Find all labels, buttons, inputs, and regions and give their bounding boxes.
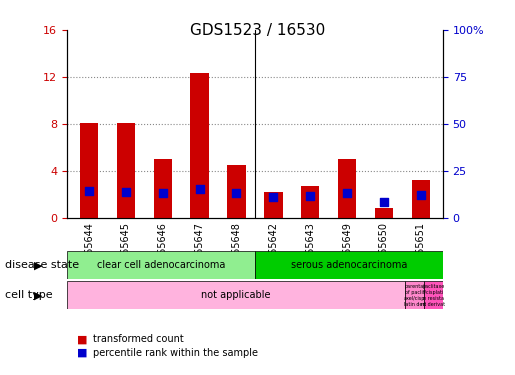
Text: parental
of paclit
axel/cisp
latin deri: parental of paclit axel/cisp latin deri — [404, 284, 426, 306]
Bar — [153, 159, 172, 218]
Text: ■: ■ — [77, 334, 88, 344]
Point — [85, 188, 93, 194]
Bar — [338, 159, 356, 218]
Point — [232, 190, 241, 196]
Point — [417, 192, 425, 198]
Text: GDS1523 / 16530: GDS1523 / 16530 — [190, 22, 325, 38]
Text: ▶: ▶ — [33, 290, 42, 300]
Text: paclitaxe
l/cisplati
n resista
nt derivat: paclitaxe l/cisplati n resista nt deriva… — [421, 284, 445, 306]
Text: cell type: cell type — [5, 290, 53, 300]
Point — [196, 186, 204, 192]
Bar — [301, 186, 319, 218]
FancyBboxPatch shape — [255, 251, 443, 279]
Text: serous adenocarcinoma: serous adenocarcinoma — [291, 260, 407, 270]
Text: disease state: disease state — [5, 260, 79, 270]
Text: not applicable: not applicable — [201, 290, 271, 300]
FancyBboxPatch shape — [67, 281, 405, 309]
FancyBboxPatch shape — [67, 251, 255, 279]
FancyBboxPatch shape — [405, 281, 424, 309]
FancyBboxPatch shape — [424, 281, 443, 309]
Bar — [117, 123, 135, 218]
Point — [380, 199, 388, 205]
Point — [159, 190, 167, 196]
Bar — [264, 192, 283, 217]
Text: clear cell adenocarcinoma: clear cell adenocarcinoma — [97, 260, 225, 270]
Text: ■: ■ — [77, 348, 88, 357]
Text: transformed count: transformed count — [93, 334, 183, 344]
Point — [306, 193, 314, 199]
Bar — [191, 74, 209, 217]
Bar — [80, 123, 98, 218]
Bar — [375, 208, 393, 218]
Point — [343, 190, 351, 196]
Text: percentile rank within the sample: percentile rank within the sample — [93, 348, 258, 357]
Bar — [227, 165, 246, 218]
Point — [122, 189, 130, 195]
Bar — [411, 180, 430, 218]
Text: ▶: ▶ — [33, 260, 42, 270]
Point — [269, 194, 278, 200]
